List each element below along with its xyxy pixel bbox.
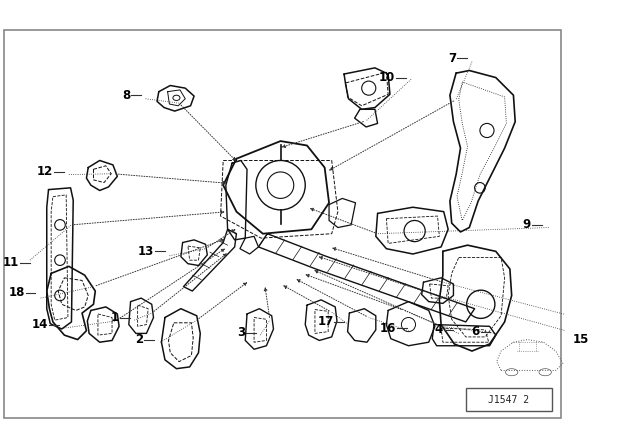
Text: 7: 7 bbox=[448, 52, 456, 65]
Text: 12: 12 bbox=[36, 165, 53, 178]
Text: 1: 1 bbox=[111, 311, 119, 324]
Text: 2: 2 bbox=[135, 333, 143, 346]
Text: J1547 2: J1547 2 bbox=[488, 395, 529, 405]
Bar bbox=[466, 388, 552, 411]
Text: 14: 14 bbox=[32, 318, 49, 331]
Text: 16: 16 bbox=[380, 322, 396, 335]
Text: 15: 15 bbox=[573, 333, 589, 346]
Text: 11: 11 bbox=[3, 256, 19, 269]
Text: 9: 9 bbox=[523, 218, 531, 231]
Text: 13: 13 bbox=[138, 245, 154, 258]
Text: 10: 10 bbox=[379, 71, 396, 84]
Text: 3: 3 bbox=[237, 326, 245, 339]
Text: 6: 6 bbox=[472, 325, 480, 338]
Text: 8: 8 bbox=[122, 89, 131, 102]
Text: 4: 4 bbox=[435, 323, 443, 336]
Text: 18: 18 bbox=[8, 286, 25, 299]
Text: 17: 17 bbox=[317, 315, 333, 328]
